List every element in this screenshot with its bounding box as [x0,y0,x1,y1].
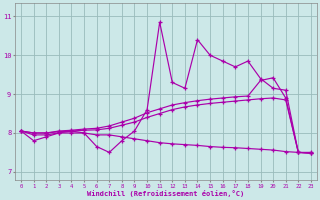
X-axis label: Windchill (Refroidissement éolien,°C): Windchill (Refroidissement éolien,°C) [87,190,244,197]
